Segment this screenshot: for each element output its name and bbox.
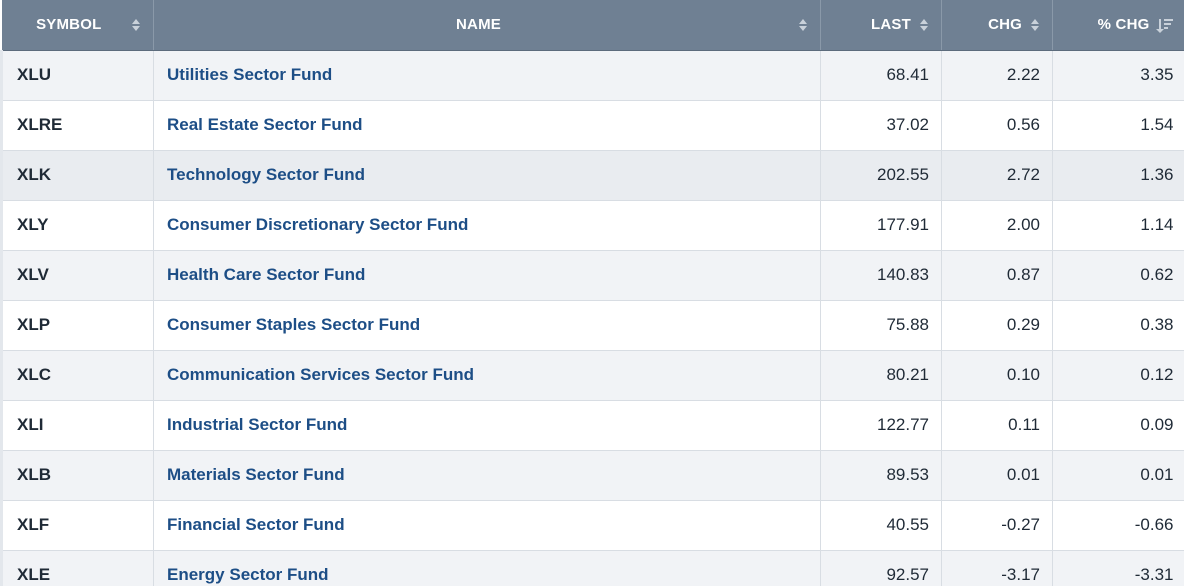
table-row[interactable]: XLY Consumer Discretionary Sector Fund 177… [0,200,1184,251]
column-label-symbol: SYMBOL [36,16,102,34]
last-price-cell: 140.83 [820,250,942,301]
fund-name-link[interactable]: Technology Sector Fund [153,150,821,201]
symbol-cell: XLI [0,400,154,451]
column-label-last: LAST [871,16,911,34]
fund-name-link[interactable]: Utilities Sector Fund [153,50,821,101]
fund-name-link[interactable]: Health Care Sector Fund [153,250,821,301]
symbol-cell: XLC [0,350,154,401]
percent-change-cell: -3.31 [1052,550,1184,586]
column-header-last[interactable]: LAST [820,0,942,51]
last-price-cell: 177.91 [820,200,942,251]
symbol-cell: XLP [0,300,154,351]
change-cell: 0.87 [941,250,1053,301]
change-cell: 0.01 [941,450,1053,501]
column-label-pct-chg: % CHG [1097,16,1150,34]
fund-name-link[interactable]: Real Estate Sector Fund [153,100,821,151]
sort-toggle-icon[interactable] [920,18,929,32]
symbol-cell: XLE [0,550,154,586]
table-row[interactable]: XLRE Real Estate Sector Fund 37.02 0.56 1.54 [0,100,1184,151]
percent-change-cell: 0.12 [1052,350,1184,401]
table-row[interactable]: XLU Utilities Sector Fund 68.41 2.22 3.35 [0,50,1184,101]
percent-change-cell: 1.54 [1052,100,1184,151]
symbol-cell: XLY [0,200,154,251]
sort-descending-icon[interactable] [1155,18,1174,33]
fund-name-link[interactable]: Communication Services Sector Fund [153,350,821,401]
column-header-pct-chg[interactable]: % CHG [1052,0,1184,51]
table-row[interactable]: XLV Health Care Sector Fund 140.83 0.87 0.62 [0,250,1184,301]
change-cell: 2.72 [941,150,1053,201]
last-price-cell: 68.41 [820,50,942,101]
symbol-cell: XLK [0,150,154,201]
column-label-name: NAME [456,16,501,34]
last-price-cell: 37.02 [820,100,942,151]
symbol-cell: XLF [0,500,154,551]
percent-change-cell: 0.09 [1052,400,1184,451]
percent-change-cell: -0.66 [1052,500,1184,551]
fund-name-link[interactable]: Consumer Staples Sector Fund [153,300,821,351]
table-row[interactable]: XLF Financial Sector Fund 40.55 -0.27 -0.66 [0,500,1184,551]
fund-name-link[interactable]: Industrial Sector Fund [153,400,821,451]
column-label-chg: CHG [988,16,1022,34]
table-row[interactable]: XLB Materials Sector Fund 89.53 0.01 0.01 [0,450,1184,501]
header-row: SYMBOL NAME LAST CHG [1,0,1184,51]
last-price-cell: 89.53 [820,450,942,501]
table-row[interactable]: XLK Technology Sector Fund 202.55 2.72 1.36 [0,150,1184,201]
symbol-cell: XLB [0,450,154,501]
percent-change-cell: 0.01 [1052,450,1184,501]
table-row[interactable]: XLI Industrial Sector Fund 122.77 0.11 0.09 [0,400,1184,451]
last-price-cell: 40.55 [820,500,942,551]
change-cell: 0.11 [941,400,1053,451]
column-header-chg[interactable]: CHG [941,0,1053,51]
last-price-cell: 122.77 [820,400,942,451]
fund-name-link[interactable]: Financial Sector Fund [153,500,821,551]
last-price-cell: 202.55 [820,150,942,201]
table-header: SYMBOL NAME LAST CHG [1,0,1184,51]
table-row[interactable]: XLE Energy Sector Fund 92.57 -3.17 -3.31 [0,550,1184,586]
sort-toggle-icon[interactable] [132,18,141,32]
column-header-name[interactable]: NAME [153,0,821,51]
table-row[interactable]: XLC Communication Services Sector Fund 80.… [0,350,1184,401]
fund-name-link[interactable]: Consumer Discretionary Sector Fund [153,200,821,251]
sort-toggle-icon[interactable] [1031,18,1040,32]
last-price-cell: 92.57 [820,550,942,586]
change-cell: 2.00 [941,200,1053,251]
table-row[interactable]: XLP Consumer Staples Sector Fund 75.88 0.29… [0,300,1184,351]
last-price-cell: 75.88 [820,300,942,351]
fund-name-link[interactable]: Energy Sector Fund [153,550,821,586]
change-cell: -0.27 [941,500,1053,551]
percent-change-cell: 1.36 [1052,150,1184,201]
change-cell: 2.22 [941,50,1053,101]
percent-change-cell: 0.62 [1052,250,1184,301]
percent-change-cell: 0.38 [1052,300,1184,351]
percent-change-cell: 3.35 [1052,50,1184,101]
change-cell: -3.17 [941,550,1053,586]
last-price-cell: 80.21 [820,350,942,401]
symbol-cell: XLV [0,250,154,301]
sort-toggle-icon[interactable] [799,18,808,32]
column-header-symbol[interactable]: SYMBOL [1,0,154,51]
fund-name-link[interactable]: Materials Sector Fund [153,450,821,501]
change-cell: 0.56 [941,100,1053,151]
change-cell: 0.29 [941,300,1053,351]
symbol-cell: XLRE [0,100,154,151]
change-cell: 0.10 [941,350,1053,401]
symbol-cell: XLU [0,50,154,101]
table-body: XLU Utilities Sector Fund 68.41 2.22 3.35 XLR… [0,50,1184,586]
percent-change-cell: 1.14 [1052,200,1184,251]
